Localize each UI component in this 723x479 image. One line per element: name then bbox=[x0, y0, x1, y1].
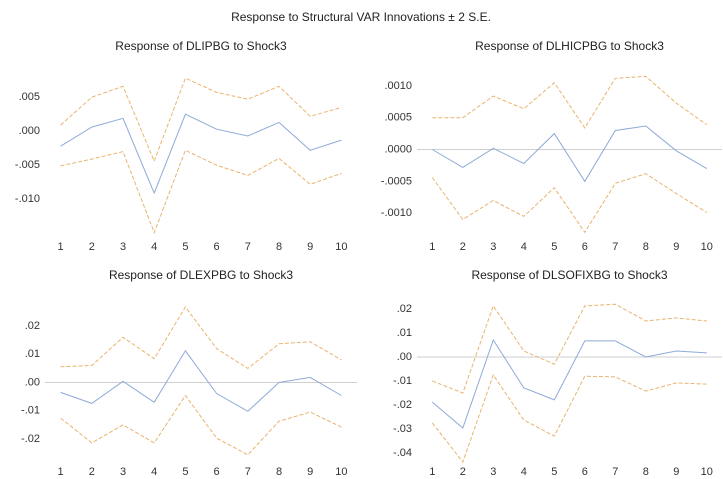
x-tick-label: 8 bbox=[276, 241, 282, 253]
band-line bbox=[60, 77, 342, 163]
x-tick-label: 1 bbox=[429, 466, 435, 478]
band-line bbox=[60, 149, 342, 235]
y-tick-label: -.005 bbox=[15, 159, 40, 171]
x-tick-label: 3 bbox=[490, 466, 496, 478]
y-tick-label: -.01 bbox=[21, 405, 40, 417]
band-line bbox=[432, 75, 708, 129]
x-tick-label: 9 bbox=[673, 466, 679, 478]
y-tick-label: -.03 bbox=[393, 423, 412, 435]
y-tick-label: .005 bbox=[19, 91, 40, 103]
x-tick-label: 3 bbox=[120, 241, 126, 253]
band-line bbox=[431, 373, 707, 464]
y-tick-label: -.01 bbox=[393, 375, 412, 387]
x-tick-label: 10 bbox=[335, 241, 347, 253]
y-tick-label: .0000 bbox=[384, 143, 412, 155]
x-tick-label: 9 bbox=[307, 241, 313, 253]
x-tick-label: 8 bbox=[643, 466, 649, 478]
y-tick-label: .01 bbox=[25, 348, 40, 360]
x-tick-label: 9 bbox=[673, 241, 679, 253]
band-line bbox=[60, 306, 342, 370]
y-tick-label: -.0010 bbox=[381, 207, 412, 219]
x-tick-label: 5 bbox=[551, 466, 557, 478]
subplot-title: Response of DLEXPBG to Shock3 bbox=[109, 268, 293, 282]
y-tick-label: -.010 bbox=[15, 193, 40, 205]
x-tick-label: 6 bbox=[214, 241, 220, 253]
x-tick-label: 3 bbox=[120, 466, 126, 478]
x-tick-label: 9 bbox=[307, 466, 313, 478]
x-tick-label: 6 bbox=[582, 241, 588, 253]
x-tick-label: 6 bbox=[214, 466, 220, 478]
x-tick-label: 5 bbox=[182, 241, 188, 253]
y-tick-label: .000 bbox=[19, 125, 40, 137]
y-tick-label: .0005 bbox=[384, 112, 412, 124]
x-tick-label: 2 bbox=[460, 241, 466, 253]
x-tick-label: 4 bbox=[521, 466, 527, 478]
band-line bbox=[60, 394, 342, 456]
subplot-title: Response of DLIPBG to Shock3 bbox=[115, 39, 287, 53]
band-line bbox=[431, 173, 708, 234]
response-line bbox=[60, 113, 342, 195]
band-line bbox=[432, 303, 707, 394]
x-tick-label: 3 bbox=[490, 241, 496, 253]
x-tick-label: 7 bbox=[612, 466, 618, 478]
suptitle: Response to Structural VAR Innovations ±… bbox=[231, 10, 491, 24]
x-tick-label: 10 bbox=[335, 466, 347, 478]
y-tick-label: .00 bbox=[25, 376, 40, 388]
x-tick-label: 7 bbox=[245, 241, 251, 253]
y-tick-label: -.02 bbox=[21, 433, 40, 445]
x-tick-label: 10 bbox=[701, 466, 713, 478]
x-tick-label: 4 bbox=[151, 241, 157, 253]
response-line bbox=[431, 338, 707, 429]
y-tick-label: .00 bbox=[397, 351, 412, 363]
response-line bbox=[432, 125, 708, 183]
x-tick-label: 2 bbox=[89, 241, 95, 253]
x-tick-label: 10 bbox=[701, 241, 713, 253]
x-tick-label: 4 bbox=[521, 241, 527, 253]
response-line bbox=[60, 349, 342, 412]
x-tick-label: 8 bbox=[276, 466, 282, 478]
y-tick-label: .02 bbox=[25, 320, 40, 332]
x-tick-label: 1 bbox=[58, 466, 64, 478]
y-tick-label: .0010 bbox=[384, 80, 412, 92]
x-tick-label: 5 bbox=[182, 466, 188, 478]
y-tick-label: -.0005 bbox=[381, 175, 412, 187]
y-tick-label: .01 bbox=[397, 327, 412, 339]
subplot-title: Response of DLHICPBG to Shock3 bbox=[475, 39, 664, 53]
y-tick-label: -.04 bbox=[393, 447, 412, 459]
y-tick-label: .02 bbox=[397, 303, 412, 315]
y-tick-label: -.02 bbox=[393, 399, 412, 411]
x-tick-label: 4 bbox=[151, 466, 157, 478]
x-tick-label: 8 bbox=[643, 241, 649, 253]
subplot-title: Response of DLSOFIXBG to Shock3 bbox=[471, 268, 667, 282]
x-tick-label: 1 bbox=[429, 241, 435, 253]
x-tick-label: 7 bbox=[612, 241, 618, 253]
x-tick-label: 2 bbox=[89, 466, 95, 478]
x-tick-label: 5 bbox=[551, 241, 557, 253]
x-tick-label: 7 bbox=[245, 466, 251, 478]
x-tick-label: 6 bbox=[582, 466, 588, 478]
x-tick-label: 2 bbox=[460, 466, 466, 478]
x-tick-label: 1 bbox=[58, 241, 64, 253]
